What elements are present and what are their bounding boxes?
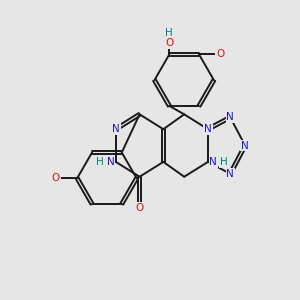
Text: O: O	[136, 203, 144, 213]
Text: N: N	[226, 169, 234, 179]
Text: H: H	[97, 157, 104, 167]
Text: N: N	[106, 157, 114, 167]
Text: H: H	[220, 157, 227, 167]
Text: N: N	[209, 157, 217, 167]
Text: O: O	[52, 173, 60, 183]
Text: N: N	[241, 140, 249, 151]
Text: N: N	[226, 112, 234, 122]
Text: N: N	[204, 124, 212, 134]
Text: O: O	[216, 50, 225, 59]
Text: H: H	[165, 28, 173, 38]
Text: O: O	[165, 38, 173, 48]
Text: N: N	[112, 124, 120, 134]
